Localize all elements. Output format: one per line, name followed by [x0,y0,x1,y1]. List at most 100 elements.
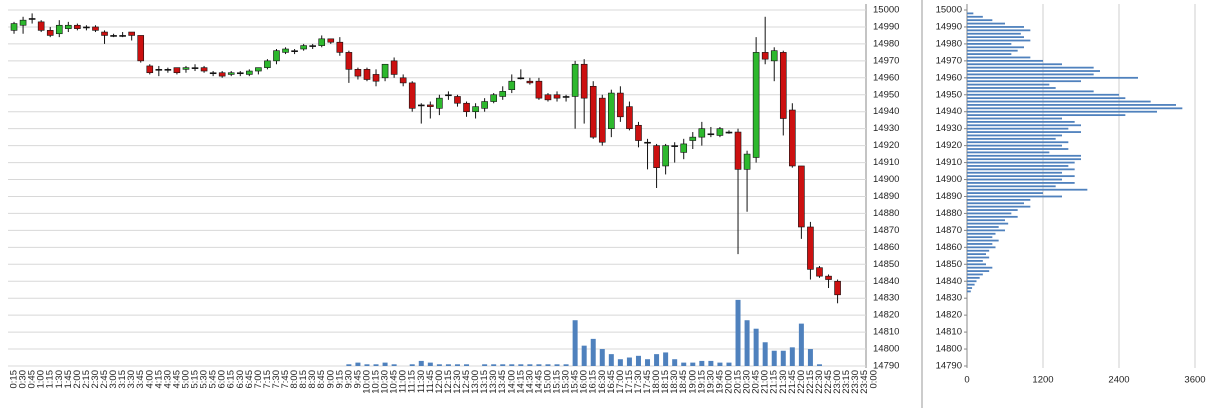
y-tick-label: 14870 [936,225,962,236]
x-tick-label: 3:45 [135,370,146,389]
x-tick-label: 14:30 [524,370,535,394]
x-tick-label: 23:30 [850,370,861,394]
volume-bar [581,345,587,366]
y-tick-label: 14880 [936,208,962,219]
x-tick-label: 6:15 [226,370,237,389]
profile-bar [967,107,1183,110]
volume-bar [798,323,804,366]
profile-bar [967,239,999,242]
candle-body [553,94,561,99]
candle-body [155,69,163,71]
volume-bar [726,362,732,366]
candle-body [336,41,344,53]
volume-bar [482,364,488,366]
profile-bar [967,83,1050,86]
profile-bar [967,212,1012,215]
x-tick-label: 18:15 [660,370,671,394]
profile-bar [967,63,1062,66]
candle-body [481,101,488,109]
y-tick-label: 14930 [873,123,899,134]
candle-body [417,104,425,107]
candle-body [698,128,706,138]
candle-body [725,131,733,134]
y-tick-label: 14970 [873,55,899,66]
volume-bar [681,362,687,366]
x-tick-label: 12:30 [452,370,463,394]
candle-body [264,60,271,68]
x-tick-label: 7:15 [262,370,273,389]
profile-bar [967,117,1062,120]
candle-body [526,80,534,84]
x-tick-label: 13:15 [479,370,490,394]
x-tick-label: 1:15 [45,370,56,389]
profile-bar [967,168,1075,171]
x-tick-label: 11:15 [407,370,418,393]
x-tick-label: 22:00 [796,370,807,394]
candle-body [273,50,280,62]
x-tick-label: 19:45 [714,370,725,394]
x-tick-label: 0:00 [868,370,879,389]
candle-body [101,31,108,36]
profile-bar [967,249,990,252]
profile-bar [967,290,971,293]
y-tick-label: 14960 [936,72,962,83]
profile-bar [967,280,977,283]
candle-body [182,67,190,70]
profile-bar [967,158,1081,161]
profile-bar [967,256,990,259]
y-tick-label: 14940 [936,106,962,117]
x-tick-label: 4:30 [162,370,173,389]
x-tick-label: 23:45 [859,370,870,394]
candle-body [55,24,63,35]
profile-bar [967,283,975,286]
candle-body [499,91,507,97]
profile-bar [967,154,1081,157]
volume-bar [807,349,813,366]
candle-body [318,38,326,46]
x-tick-label: 20:45 [751,370,762,394]
volume-bar [509,364,515,366]
profile-bar [967,171,1062,174]
x-tick-label: 5:15 [190,370,201,389]
candle-body [300,45,307,50]
profile-bar [967,185,1056,188]
y-tick-label: 14810 [873,327,899,338]
y-tick-label: 14850 [936,259,962,270]
x-tick-label: 13:00 [470,370,481,394]
profile-bar [967,232,996,235]
profile-bar [967,229,1005,232]
volume-bar [635,355,641,366]
x-tick-label: 0:45 [27,370,38,389]
volume-bar [708,360,714,366]
x-tick-label: 22:30 [814,370,825,394]
profile-bar [967,259,983,262]
profile-bar [967,219,1005,222]
profile-bar [967,53,1012,55]
y-tick-label: 14800 [873,344,899,355]
candle-body [363,69,371,80]
candle-body [716,128,724,136]
volume-bar [391,364,397,366]
profile-bar [967,209,1018,211]
y-tick-label: 14900 [936,174,962,185]
profile-bar [967,161,1075,164]
volume-bar [717,362,723,366]
profile-bar [967,114,1126,117]
candle-body [83,26,90,29]
x-tick-label: 18:00 [651,370,662,394]
y-tick-label: 14870 [873,225,899,236]
x-tick-label: 11:00 [398,370,409,393]
candle-body [571,63,579,97]
profile-bar [967,151,1050,154]
volume-bar [454,364,460,366]
candle-body [761,52,769,60]
candle-body [110,35,117,37]
volume-bar [672,359,678,366]
profile-bar [967,36,1024,39]
profile-bar [967,226,999,228]
x-tick-label: 3:15 [117,370,128,389]
candle-body [128,31,135,36]
profile-bar [967,90,1094,93]
x-tick-label: 7:45 [280,370,291,389]
candle-body [200,67,208,72]
